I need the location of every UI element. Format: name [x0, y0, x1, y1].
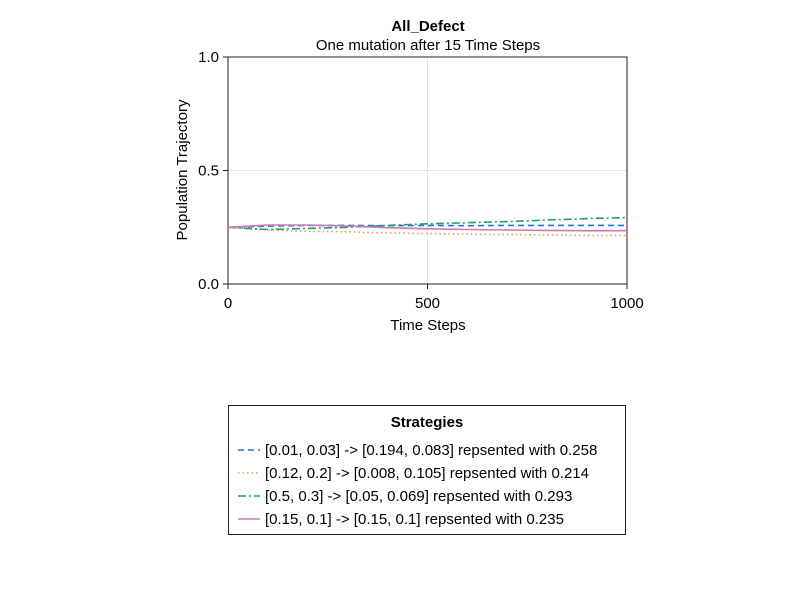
legend-label: [0.15, 0.1] -> [0.15, 0.1] repsented wit…	[265, 510, 564, 528]
legend-label: [0.5, 0.3] -> [0.05, 0.069] repsented wi…	[265, 487, 573, 505]
legend-swatch	[238, 472, 260, 474]
chart-title: All_Defect	[391, 18, 464, 35]
series-line-3	[227, 216, 628, 231]
x-tick-label: 500	[415, 295, 440, 312]
legend-item: [0.15, 0.1] -> [0.15, 0.1] repsented wit…	[237, 509, 564, 529]
y-axis-label: Population Trajectory	[174, 99, 191, 240]
legend-label: [0.01, 0.03] -> [0.194, 0.083] repsented…	[265, 441, 598, 459]
series-group	[227, 216, 628, 237]
y-tick-label: 0.0	[198, 276, 219, 293]
legend-item: [0.12, 0.2] -> [0.008, 0.105] repsented …	[237, 463, 589, 483]
y-tick-label: 1.0	[198, 49, 219, 66]
x-tick-label: 1000	[610, 295, 643, 312]
y-tick-label: 0.5	[198, 163, 219, 180]
series-line-4	[227, 224, 627, 232]
chart-subtitle: One mutation after 15 Time Steps	[316, 37, 540, 54]
x-axis-label: Time Steps	[390, 317, 465, 334]
grid	[227, 56, 628, 285]
legend-swatch	[238, 518, 260, 520]
series-line-1	[227, 224, 627, 229]
legend-swatch	[238, 495, 260, 497]
legend-item: [0.5, 0.3] -> [0.05, 0.069] repsented wi…	[237, 486, 572, 506]
legend-swatch	[238, 449, 260, 451]
legend: Strategies [0.01, 0.03] -> [0.194, 0.083…	[228, 405, 626, 535]
ticks-group: 0 500 1000 0.0 0.5 1.0	[198, 49, 644, 312]
x-tick-label: 0	[224, 295, 232, 312]
legend-item: [0.01, 0.03] -> [0.194, 0.083] repsented…	[237, 440, 597, 460]
legend-title: Strategies	[390, 414, 464, 431]
legend-label: [0.12, 0.2] -> [0.008, 0.105] repsented …	[265, 464, 589, 482]
